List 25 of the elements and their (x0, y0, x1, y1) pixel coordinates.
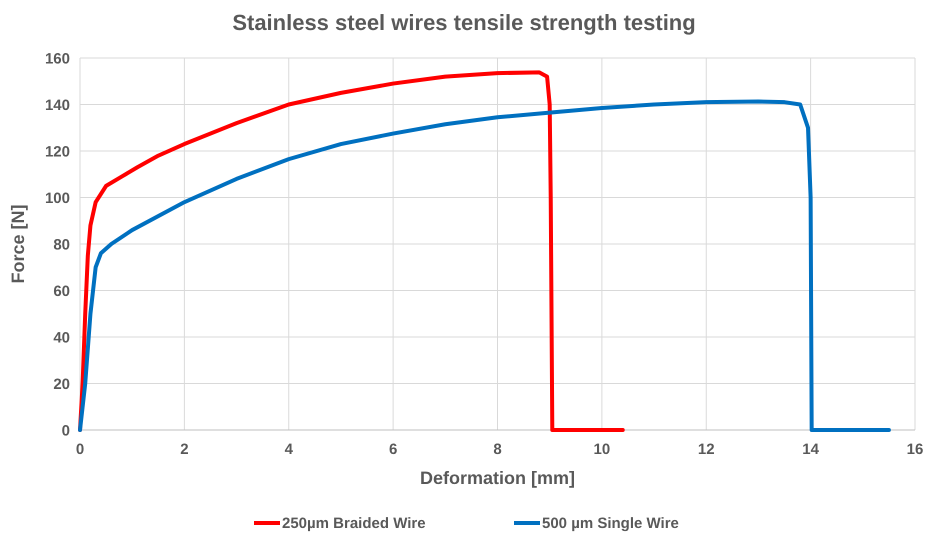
x-tick-label: 2 (180, 441, 189, 458)
x-tick-label: 4 (284, 441, 294, 458)
y-tick-label: 100 (44, 190, 70, 207)
y-tick-label: 160 (44, 50, 70, 68)
chart-title: Stainless steel wires tensile strength testing (232, 10, 696, 35)
y-tick-label: 40 (53, 329, 70, 346)
x-tick-label: 10 (594, 441, 610, 458)
y-tick-label: 120 (44, 143, 70, 160)
legend-label: 250µm Braided Wire (282, 515, 426, 532)
y-tick-label: 140 (44, 96, 70, 114)
y-tick-label: 20 (53, 376, 70, 393)
x-tick-label: 0 (76, 441, 84, 458)
y-tick-label: 80 (53, 236, 70, 254)
line-series (78, 99, 891, 432)
x-tick-label: 12 (698, 441, 715, 458)
y-tick-label: 0 (62, 422, 70, 440)
y-tick-label: 60 (53, 282, 70, 300)
x-axis-title: Deformation [mm] (420, 468, 576, 488)
x-tick-label: 14 (802, 441, 820, 458)
x-tick-label: 6 (388, 441, 398, 458)
x-tick-label: 8 (493, 441, 502, 458)
x-tick-label: 16 (906, 441, 924, 458)
y-axis-title: Force [N] (8, 204, 28, 284)
line-series (78, 70, 625, 432)
legend-label: 500 µm Single Wire (542, 515, 679, 532)
